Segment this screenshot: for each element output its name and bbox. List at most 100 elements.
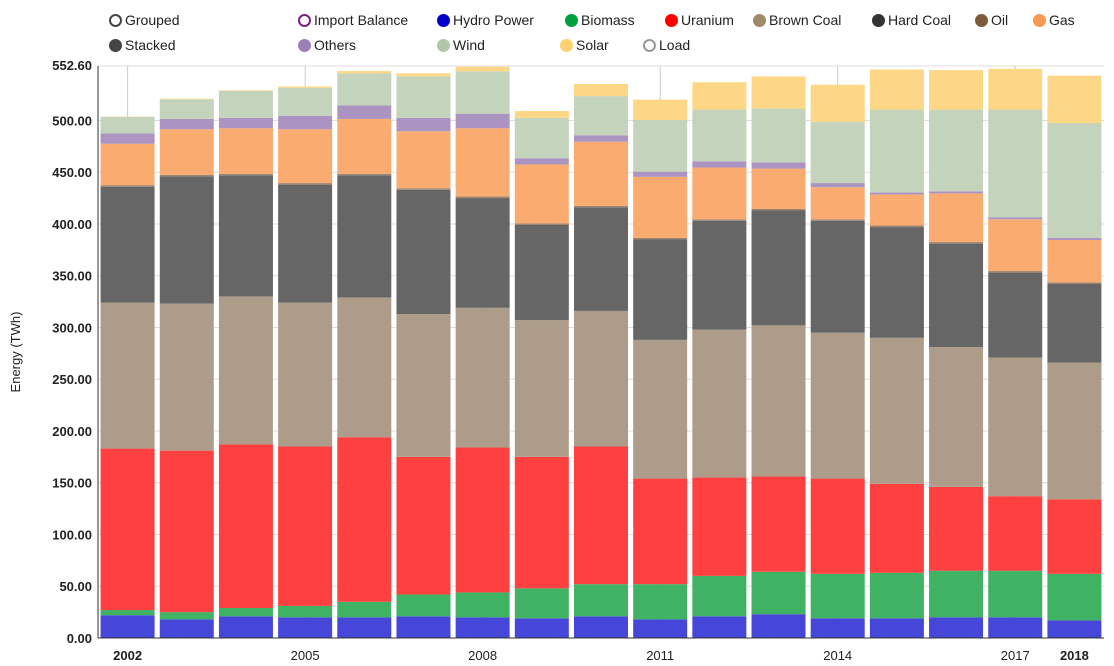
bar-segment-others-2013 xyxy=(751,162,806,169)
bar-segment-solar-2009 xyxy=(514,111,569,118)
x-tick-label: 2017 xyxy=(1001,648,1030,663)
bar-segment-wind-2013 xyxy=(751,108,806,163)
bar-segment-wind-2006 xyxy=(337,73,392,106)
bar-segment-hydro-power-2018 xyxy=(1047,620,1102,638)
bar-segment-hard-coal-2018 xyxy=(1047,283,1102,363)
legend-item-oil[interactable]: Oil xyxy=(975,12,1008,28)
bar-segment-hydro-power-2011 xyxy=(633,619,688,638)
y-tick-label: 100.00 xyxy=(52,527,92,542)
bar-segment-others-2002 xyxy=(100,133,155,144)
bar-segment-brown-coal-2009 xyxy=(514,320,569,457)
y-tick-label: 350.00 xyxy=(52,269,92,284)
bar-segment-brown-coal-2016 xyxy=(929,347,984,487)
bar-segment-others-2004 xyxy=(218,117,273,129)
bar-segment-biomass-2013 xyxy=(751,571,806,615)
x-tick-label: 2005 xyxy=(291,648,320,663)
bar-segment-wind-2011 xyxy=(633,119,688,172)
bar-segment-oil-2005 xyxy=(278,183,333,185)
bar-segment-brown-coal-2002 xyxy=(100,302,155,449)
legend-label: Hydro Power xyxy=(453,12,534,28)
legend-item-wind[interactable]: Wind xyxy=(437,37,485,53)
bar-segment-uranium-2015 xyxy=(869,483,924,573)
bar-segment-brown-coal-2011 xyxy=(633,339,688,479)
bar-segment-others-2009 xyxy=(514,158,569,165)
grouped-toggle[interactable]: Grouped xyxy=(109,12,179,28)
stacked-toggle[interactable]: Stacked xyxy=(109,37,176,53)
bar-segment-oil-2017 xyxy=(988,271,1043,273)
legend-label: Biomass xyxy=(581,12,635,28)
legend-marker-icon xyxy=(298,38,311,52)
legend-marker-icon xyxy=(643,38,656,52)
legend-item-uranium[interactable]: Uranium xyxy=(665,12,734,28)
bar-segment-wind-2016 xyxy=(929,109,984,192)
bar-segment-brown-coal-2007 xyxy=(396,314,451,457)
legend-marker-icon xyxy=(437,13,450,27)
bar-segment-hydro-power-2003 xyxy=(159,619,214,638)
bar-segment-solar-2018 xyxy=(1047,75,1102,124)
bar-segment-uranium-2005 xyxy=(278,446,333,606)
x-tick-label: 2014 xyxy=(823,648,852,663)
bar-segment-hard-coal-2012 xyxy=(692,220,747,330)
bar-segment-brown-coal-2018 xyxy=(1047,362,1102,500)
bar-segment-solar-2015 xyxy=(869,69,924,110)
bar-segment-hard-coal-2013 xyxy=(751,210,806,326)
legend-item-others[interactable]: Others xyxy=(298,37,356,53)
bar-segment-biomass-2015 xyxy=(869,572,924,619)
bar-segment-gas-2011 xyxy=(633,176,688,238)
y-tick-label: 200.00 xyxy=(52,424,92,439)
bar-segment-hydro-power-2009 xyxy=(514,618,569,638)
bar-segment-hydro-power-2012 xyxy=(692,616,747,638)
y-tick-label: 300.00 xyxy=(52,320,92,335)
bar-segment-others-2005 xyxy=(278,115,333,130)
bar-segment-wind-2009 xyxy=(514,117,569,159)
bar-segment-gas-2005 xyxy=(278,129,333,184)
legend-label: Hard Coal xyxy=(888,12,952,28)
bar-segment-oil-2015 xyxy=(869,225,924,228)
bar-segment-others-2010 xyxy=(574,135,628,142)
legend-label: Import Balance xyxy=(314,12,409,28)
legend-marker-icon xyxy=(298,13,311,27)
bar-segment-oil-2009 xyxy=(514,223,569,225)
x-tick-label: 2018 xyxy=(1060,648,1089,663)
bar-segment-others-2016 xyxy=(929,191,984,194)
bar-segment-hydro-power-2013 xyxy=(751,614,806,638)
bar-segment-hard-coal-2015 xyxy=(869,227,924,338)
bar-segment-brown-coal-2005 xyxy=(278,302,333,447)
y-axis-label: Energy (TWh) xyxy=(8,312,23,393)
bar-segment-hydro-power-2007 xyxy=(396,616,451,638)
bar-segment-wind-2007 xyxy=(396,76,451,118)
legend-item-hard-coal[interactable]: Hard Coal xyxy=(872,12,951,28)
bar-segment-others-2007 xyxy=(396,117,451,132)
legend-label: Others xyxy=(314,37,357,53)
bar-segment-hydro-power-2005 xyxy=(278,617,333,638)
legend-marker-icon xyxy=(665,13,678,27)
y-tick-label: 50.00 xyxy=(59,579,92,594)
bar-segment-hard-coal-2002 xyxy=(100,186,155,303)
bar-segment-hydro-power-2002 xyxy=(100,615,155,638)
bar-segment-oil-2004 xyxy=(218,173,273,176)
bar-segment-oil-2010 xyxy=(574,205,628,208)
bar-segment-hard-coal-2007 xyxy=(396,189,451,315)
bar-segment-hydro-power-2004 xyxy=(218,616,273,638)
y-tick-label: 400.00 xyxy=(52,217,92,232)
bar-segment-oil-2013 xyxy=(751,208,806,211)
legend-item-brown-coal[interactable]: Brown Coal xyxy=(753,12,841,28)
legend-item-gas[interactable]: Gas xyxy=(1033,12,1075,28)
legend-item-import-balance[interactable]: Import Balance xyxy=(298,12,408,28)
bar-segment-biomass-2012 xyxy=(692,575,747,617)
radio-icon xyxy=(109,13,122,27)
legend-item-load[interactable]: Load xyxy=(643,37,690,53)
bar-segment-hard-coal-2005 xyxy=(278,184,333,303)
bar-segment-solar-2014 xyxy=(810,84,865,122)
legend-item-biomass[interactable]: Biomass xyxy=(565,12,635,28)
legend-label: Gas xyxy=(1049,12,1075,28)
legend-item-solar[interactable]: Solar xyxy=(560,37,609,53)
bar-segment-others-2015 xyxy=(869,192,924,195)
bar-segment-gas-2018 xyxy=(1047,240,1102,283)
bar-segment-others-2003 xyxy=(159,118,214,130)
legend-marker-icon xyxy=(872,13,885,27)
bar-segment-others-2011 xyxy=(633,171,688,177)
legend-item-hydro-power[interactable]: Hydro Power xyxy=(437,12,534,28)
bar-segment-wind-2004 xyxy=(218,90,273,118)
